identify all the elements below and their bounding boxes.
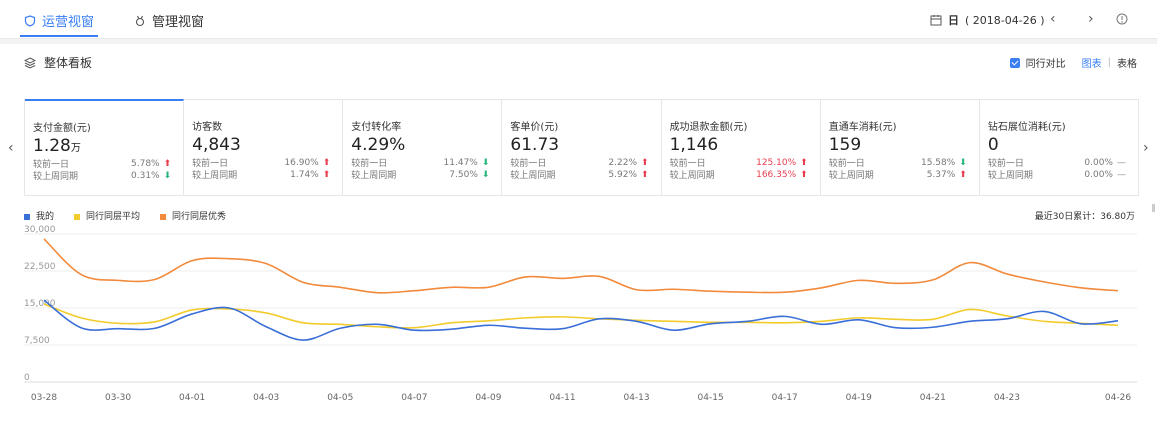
metric-card[interactable]: 直通车消耗(元) 159 较前一日 15.58% ⬇ 较上周同期 5.37% ⬆ <box>821 100 980 195</box>
layers-icon <box>24 56 36 69</box>
tab-label: 运营视窗 <box>42 15 95 30</box>
series-line <box>43 299 1119 341</box>
series-line <box>43 303 1119 329</box>
chart-view-link[interactable]: 图表 <box>1081 59 1102 70</box>
chart-legend: 我的 同行同层平均 同行同层优秀 <box>24 209 226 222</box>
metric-value: 1,146 <box>669 135 719 155</box>
tab-management-view[interactable]: 管理视窗 <box>134 11 204 30</box>
metric-card[interactable]: 支付转化率 4.29% 较前一日 11.47% ⬇ 较上周同期 7.50% ⬇ <box>343 100 503 195</box>
week-comparison: 较上周同期 0.00% — <box>987 169 1126 182</box>
date-value: ( 2018-04-26 ) <box>965 13 1045 27</box>
y-tick-label: 30,000 <box>24 225 56 235</box>
x-tick-label: 04-26 <box>1105 393 1131 403</box>
x-tick-label: 04-13 <box>623 393 649 403</box>
top-bar: 运营视窗 管理视窗 日 ( 2018-04-26 ) ‹ › <box>0 0 1157 39</box>
y-tick-label: 0 <box>24 373 30 383</box>
y-tick-label: 7,500 <box>24 336 50 346</box>
metric-title: 访客数 <box>192 122 223 133</box>
tab-label: 管理视窗 <box>152 15 205 30</box>
prev-date-icon[interactable]: ‹ <box>1050 11 1056 27</box>
cards-next-icon[interactable]: › <box>1143 140 1149 156</box>
cumulative-total: 最近30日累计：36.80万 <box>1034 212 1135 222</box>
info-icon[interactable] <box>1116 13 1128 25</box>
x-tick-label: 03-28 <box>31 393 57 403</box>
compare-checkbox[interactable] <box>1009 57 1020 68</box>
metric-card[interactable]: 访客数 4,843 较前一日 16.90% ⬆ 较上周同期 1.74% ⬆ <box>184 100 344 195</box>
y-tick-label: 22,500 <box>24 262 56 272</box>
legend-item[interactable]: 同行同层平均 <box>74 209 140 222</box>
x-tick-label: 04-19 <box>846 393 872 403</box>
date-picker[interactable]: 日 ( 2018-04-26 ) <box>930 12 1045 28</box>
x-tick-label: 04-15 <box>698 393 724 403</box>
view-options: 同行对比 图表 | 表格 <box>1009 55 1137 70</box>
day-comparison: 较前一日 16.90% ⬆ <box>192 157 331 170</box>
week-comparison: 较上周同期 7.50% ⬇ <box>351 169 490 182</box>
day-comparison: 较前一日 11.47% ⬇ <box>351 157 490 170</box>
metric-value: 4.29% <box>351 135 406 155</box>
metric-card[interactable]: 成功退款金额(元) 1,146 较前一日 125.10% ⬆ 较上周同期 166.35… <box>662 100 821 195</box>
week-comparison: 较上周同期 5.37% ⬆ <box>828 169 967 182</box>
option-separator: | <box>1107 57 1111 68</box>
metric-value: 0 <box>987 135 999 155</box>
series-line <box>43 238 1119 294</box>
award-icon <box>135 15 145 26</box>
section-header: 整体看板 <box>24 54 92 71</box>
day-comparison: 较前一日 0.00% — <box>987 157 1126 170</box>
x-tick-label: 04-03 <box>253 393 279 403</box>
metric-title: 成功退款金额(元) <box>669 122 748 133</box>
day-comparison: 较前一日 2.22% ⬆ <box>510 157 649 170</box>
x-tick-label: 04-05 <box>327 393 353 403</box>
metric-value: 1.28万 <box>33 136 81 156</box>
legend-item[interactable]: 我的 <box>24 209 54 222</box>
x-tick-label: 04-11 <box>549 393 575 403</box>
x-tick-label: 04-09 <box>475 393 501 403</box>
week-comparison: 较上周同期 5.92% ⬆ <box>510 169 649 182</box>
compare-label: 同行对比 <box>1025 59 1066 70</box>
next-date-icon[interactable]: › <box>1088 11 1094 27</box>
x-tick-label: 04-21 <box>920 393 946 403</box>
day-comparison: 较前一日 15.58% ⬇ <box>828 157 967 170</box>
tab-operations-view[interactable]: 运营视窗 <box>19 11 99 37</box>
date-granularity: 日 <box>948 14 959 27</box>
shield-icon <box>24 14 36 27</box>
metric-unit: 万 <box>70 143 81 154</box>
x-tick-label: 04-17 <box>772 393 798 403</box>
metric-value: 61.73 <box>510 135 560 155</box>
scrollbar-handle[interactable] <box>1152 204 1155 212</box>
table-view-link[interactable]: 表格 <box>1117 59 1137 70</box>
calendar-icon <box>930 15 942 26</box>
x-tick-label: 03-30 <box>105 393 131 403</box>
section-title: 整体看板 <box>44 56 93 70</box>
week-comparison: 较上周同期 0.31% ⬇ <box>33 170 172 183</box>
x-tick-label: 04-23 <box>994 393 1020 403</box>
y-tick-label: 15,000 <box>24 299 56 309</box>
metric-title: 直通车消耗(元) <box>828 122 897 133</box>
metric-card[interactable]: 支付金额(元) 1.28万 较前一日 5.78% ⬆ 较上周同期 0.31% ⬇ <box>25 99 185 195</box>
metric-card[interactable]: 客单价(元) 61.73 较前一日 2.22% ⬆ 较上周同期 5.92% ⬆ <box>502 100 662 195</box>
metric-value: 159 <box>828 135 862 155</box>
cards-prev-icon[interactable]: ‹ <box>8 140 14 156</box>
legend-item[interactable]: 同行同层优秀 <box>160 209 226 222</box>
metric-card[interactable]: 钻石展位消耗(元) 0 较前一日 0.00% — 较上周同期 0.00% — <box>980 100 1138 195</box>
metric-title: 客单价(元) <box>510 122 559 133</box>
metric-title: 钻石展位消耗(元) <box>987 122 1066 133</box>
metric-value: 4,843 <box>192 135 241 155</box>
line-chart: 0 7,500 15,000 22,500 30,000 03-28 03-30 04-01 0… <box>24 225 1137 403</box>
metric-title: 支付金额(元) <box>33 123 91 134</box>
divider-band <box>0 39 1157 44</box>
week-comparison: 较上周同期 1.74% ⬆ <box>192 169 331 182</box>
day-comparison: 较前一日 5.78% ⬆ <box>33 158 172 171</box>
x-tick-label: 04-07 <box>401 393 427 403</box>
metric-cards: 支付金额(元) 1.28万 较前一日 5.78% ⬆ 较上周同期 0.31% ⬇ 访客数… <box>24 99 1139 196</box>
x-tick-label: 04-01 <box>179 393 205 403</box>
day-comparison: 较前一日 125.10% ⬆ <box>669 157 808 170</box>
week-comparison: 较上周同期 166.35% ⬆ <box>669 169 808 182</box>
metric-title: 支付转化率 <box>351 122 402 133</box>
